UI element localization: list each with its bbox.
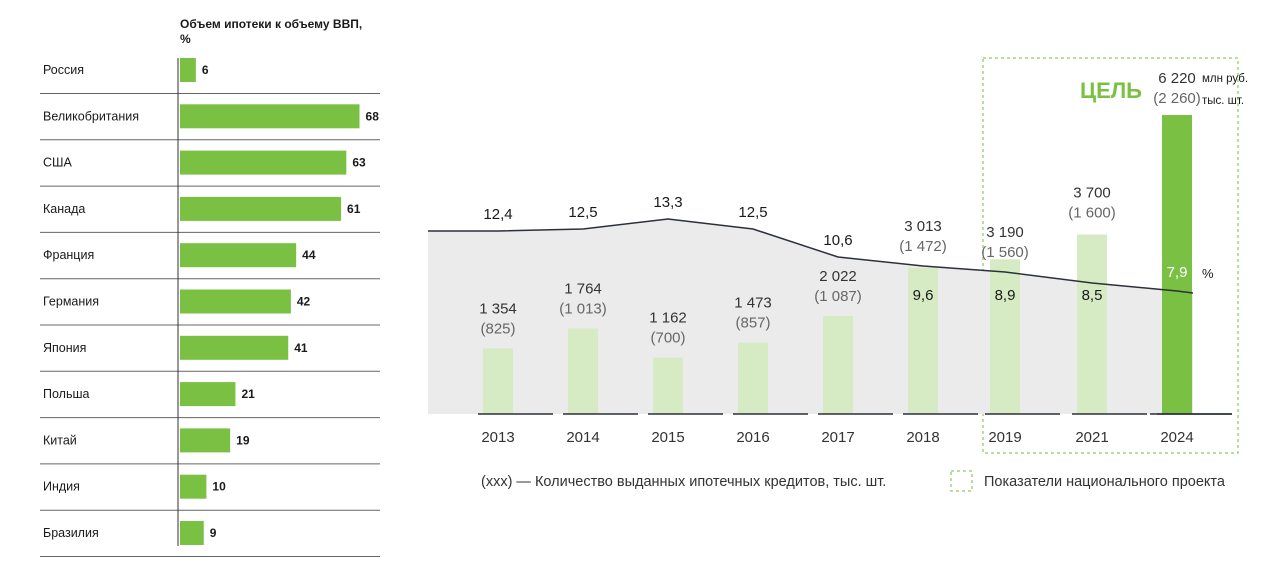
hbar-category-label: США xyxy=(43,156,72,170)
hbar-value-label: 6 xyxy=(202,63,209,77)
hbar-category-label: Россия xyxy=(43,63,84,77)
hbar-value-label: 63 xyxy=(352,156,366,170)
hbar-bar xyxy=(180,58,196,82)
legend-count-note: (ххх) — Количество выданных ипотечных кр… xyxy=(481,474,886,490)
quantity-value-label: (1 013) xyxy=(559,300,607,317)
hbar-bar xyxy=(180,428,231,453)
hbar-value-label: 68 xyxy=(366,109,380,123)
year-tick-label: 2014 xyxy=(566,429,599,446)
percent-value-label: 12,4 xyxy=(483,206,512,223)
hbar-category-label: Китай xyxy=(43,433,77,447)
quantity-value-label: (1 600) xyxy=(1068,205,1116,222)
count-value-label: 1 764 xyxy=(564,280,602,297)
count-value-label: 3 190 xyxy=(986,224,1024,241)
count-bar xyxy=(568,328,598,414)
quantity-value-label: (1 087) xyxy=(814,288,862,305)
year-tick-label: 2018 xyxy=(906,429,939,446)
percent-value-label: 8,9 xyxy=(995,287,1016,304)
hbar-category-label: Великобритания xyxy=(43,109,139,123)
quantity-value-label: (857) xyxy=(735,315,770,332)
hbar-category-label: Бразилия xyxy=(43,526,99,540)
hbar-category-label: Канада xyxy=(43,202,85,216)
count-value-label: 6 220 xyxy=(1158,70,1196,87)
hbar-bar xyxy=(180,521,204,545)
count-bar xyxy=(1162,115,1192,414)
quantity-value-label: (825) xyxy=(480,320,515,337)
percent-value-label: 12,5 xyxy=(568,204,597,221)
hbar-bar xyxy=(180,289,291,314)
hbar-value-label: 42 xyxy=(297,295,311,309)
count-value-label: 3 700 xyxy=(1073,185,1111,202)
year-tick-label: 2021 xyxy=(1075,429,1108,446)
hbar-value-label: 19 xyxy=(236,433,250,447)
hbar-category-label: Франция xyxy=(43,248,94,262)
count-bar xyxy=(483,348,513,414)
year-tick-label: 2016 xyxy=(736,429,769,446)
hbar-value-label: 9 xyxy=(210,526,217,540)
percent-value-label: 8,5 xyxy=(1082,287,1103,304)
hbar-bar xyxy=(180,150,347,175)
hbar-value-label: 61 xyxy=(347,202,361,216)
hbar-value-label: 44 xyxy=(302,248,316,262)
percent-value-label: 12,5 xyxy=(738,204,767,221)
count-bar xyxy=(990,259,1020,414)
hbar-category-label: Индия xyxy=(43,480,80,494)
year-tick-label: 2015 xyxy=(651,429,684,446)
year-tick-label: 2019 xyxy=(988,429,1021,446)
hbar-value-label: 41 xyxy=(294,341,308,355)
count-bar xyxy=(908,267,938,414)
hbar-category-label: Польша xyxy=(43,387,89,401)
count-value-label: 2 022 xyxy=(819,268,857,285)
quantity-value-label: (2 260) xyxy=(1153,90,1201,107)
hbar-bar xyxy=(180,382,236,407)
count-value-label: 1 354 xyxy=(479,300,517,317)
quantity-value-label: (700) xyxy=(650,330,685,347)
target-label: ЦЕЛЬ xyxy=(1080,78,1142,103)
percent-unit-label: % xyxy=(1202,266,1214,281)
legend-national-project: Показатели национального проекта xyxy=(984,474,1226,490)
hbar-title-line2: % xyxy=(180,32,191,46)
count-bar xyxy=(653,357,683,414)
hbar-value-label: 21 xyxy=(241,387,255,401)
count-bar xyxy=(1077,234,1107,414)
percent-line xyxy=(428,218,1194,294)
count-value-label: 3 013 xyxy=(904,218,942,235)
percent-value-label: 7,9 xyxy=(1167,264,1188,281)
national-project-highlight xyxy=(982,57,1239,454)
count-value-label: 1 473 xyxy=(734,295,772,312)
count-bar xyxy=(738,342,768,414)
percent-value-label: 10,6 xyxy=(823,232,852,249)
hbar-category-label: Германия xyxy=(43,295,99,309)
hbar-title-line1: Объем ипотеки к объему ВВП, xyxy=(180,17,362,31)
hbar-bar xyxy=(180,104,360,129)
hbar-bar xyxy=(180,335,289,360)
target-unit-rub: млн руб. xyxy=(1202,73,1248,85)
year-tick-label: 2017 xyxy=(821,429,854,446)
count-bar xyxy=(823,315,853,414)
count-value-label: 1 162 xyxy=(649,310,687,327)
legend-national-project-swatch xyxy=(950,470,973,492)
hbar-bar xyxy=(180,243,297,268)
percent-value-label: 9,6 xyxy=(913,287,934,304)
year-tick-label: 2024 xyxy=(1160,429,1193,446)
quantity-value-label: (1 560) xyxy=(981,244,1029,261)
quantity-value-label: (1 472) xyxy=(899,238,947,255)
year-tick-label: 2013 xyxy=(481,429,514,446)
target-unit-count: тыс. шт. xyxy=(1202,95,1244,107)
hbar-bar xyxy=(180,196,342,221)
hbar-value-label: 10 xyxy=(212,480,226,494)
percent-value-label: 13,3 xyxy=(653,194,682,211)
hbar-bar xyxy=(180,474,207,499)
hbar-category-label: Япония xyxy=(43,341,86,355)
